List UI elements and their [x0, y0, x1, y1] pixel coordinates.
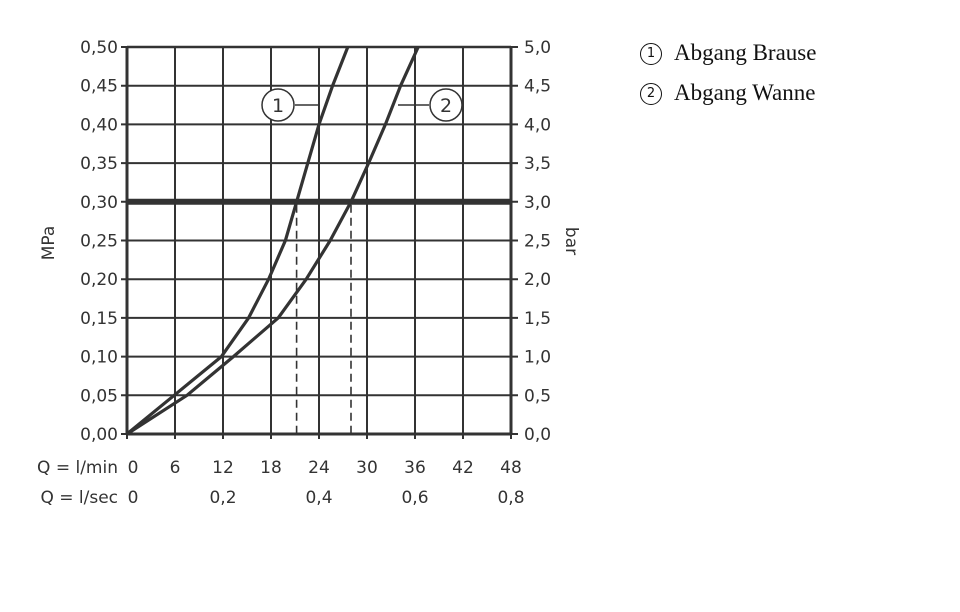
y-tick-label-right: 4,5: [524, 77, 551, 97]
y-tick-label-right: 0,0: [524, 425, 551, 445]
y-tick-label-left: 0,05: [80, 386, 118, 406]
y-tick-label-left: 0,00: [80, 425, 118, 445]
x-tick-label: 0: [128, 458, 139, 478]
y-tick-label-right: 0,5: [524, 386, 551, 406]
x-axis-label-row-1: Q = l/min: [37, 458, 118, 478]
callout-label-2: 2: [440, 95, 452, 117]
x-tick-label: 12: [212, 458, 234, 478]
y-tick-label-left: 0,10: [80, 348, 118, 368]
x-tick-label: 48: [500, 458, 522, 478]
legend-text-1: Abgang Brause: [674, 40, 817, 65]
y-tick-label-left: 0,25: [80, 232, 118, 252]
x-tick-label: 0,2: [209, 488, 236, 508]
legend-text-2: Abgang Wanne: [674, 80, 816, 105]
y-tick-label-right: 1,0: [524, 348, 551, 368]
legend-number-2: 2: [640, 83, 662, 105]
y-tick-label-right: 4,0: [524, 115, 551, 135]
y-tick-label-left: 0,40: [80, 115, 118, 135]
y-axis-label-right: bar: [561, 227, 581, 255]
series-line-1: [125, 46, 350, 436]
legend-entry-2: 2 Abgang Wanne: [640, 80, 815, 106]
y-tick-label-right: 2,5: [524, 232, 551, 252]
x-tick-label: 0,6: [401, 488, 428, 508]
legend-number-1: 1: [640, 43, 662, 65]
y-tick-label-left: 0,15: [80, 309, 118, 329]
y-axis-label-left: MPa: [39, 226, 59, 261]
x-tick-label: 42: [452, 458, 474, 478]
y-tick-label-right: 5,0: [524, 38, 551, 58]
x-tick-label: 0,8: [497, 488, 524, 508]
x-axis-label-row-2: Q = l/sec: [40, 488, 118, 508]
callout-circle-1: [261, 88, 295, 122]
legend-entry-1: 1 Abgang Brause: [640, 40, 816, 66]
y-tick-label-left: 0,35: [80, 154, 118, 174]
y-tick-label-right: 3,0: [524, 193, 551, 213]
y-tick-label-left: 0,30: [80, 193, 118, 213]
y-tick-label-right: 2,0: [524, 270, 551, 290]
y-tick-label-left: 0,50: [80, 38, 118, 58]
x-tick-label: 6: [170, 458, 181, 478]
x-tick-label: 0,4: [305, 488, 332, 508]
callout-label-1: 1: [272, 95, 284, 117]
y-tick-label-right: 3,5: [524, 154, 551, 174]
x-tick-label: 36: [404, 458, 426, 478]
x-tick-label: 0: [128, 488, 139, 508]
x-tick-label: 30: [356, 458, 378, 478]
x-tick-label: 18: [260, 458, 282, 478]
series-line-2: [126, 46, 420, 436]
callout-circle-2: [429, 88, 463, 122]
x-tick-label: 24: [308, 458, 330, 478]
y-tick-label-right: 1,5: [524, 309, 551, 329]
y-tick-label-left: 0,45: [80, 77, 118, 97]
y-tick-label-left: 0,20: [80, 270, 118, 290]
